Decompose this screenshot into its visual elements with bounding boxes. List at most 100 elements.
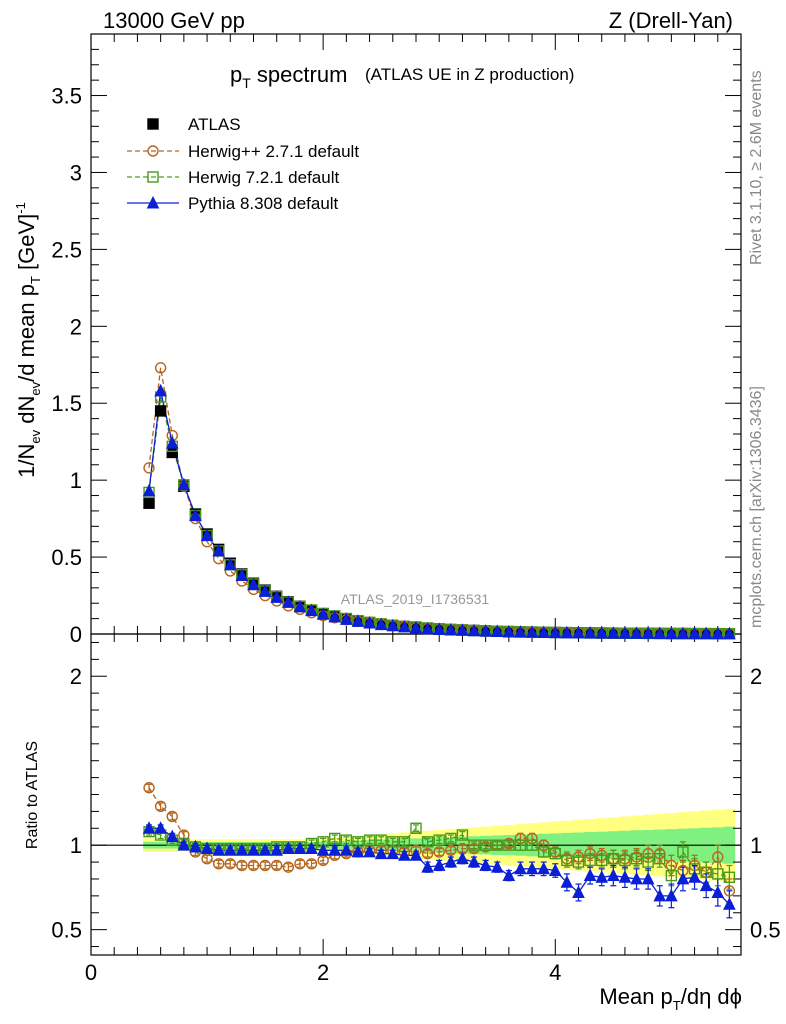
y-tick-label: 2 [70, 314, 82, 339]
y-tick-label: 0 [70, 622, 82, 647]
plot-title: pT spectrum [230, 62, 347, 91]
pythia-point [409, 620, 423, 634]
herwig7-ratio-point [468, 839, 480, 851]
atlas-point [154, 405, 167, 417]
herwig7-ratio-point [630, 853, 643, 865]
pythia-ratio-point [142, 821, 156, 834]
herwig7-ratio-point [584, 854, 596, 867]
pythia-ratio-point [723, 897, 736, 910]
y-tick-label: 1.5 [51, 391, 82, 416]
pythia-point [676, 626, 690, 640]
herwig7-ratio-point [572, 856, 585, 868]
pythia-point [665, 626, 678, 640]
pythia-ratio-point [398, 848, 411, 861]
legend-label: Herwig++ 2.7.1 default [188, 142, 359, 161]
pythia-ratio-point [595, 870, 609, 883]
pythia-ratio-point [165, 829, 179, 843]
ratio-panel-frame [90, 633, 742, 956]
herwig7-ratio-point [421, 836, 434, 848]
svg-text:1/Nev dNev/d mean pT [GeV]-1: 1/Nev dNev/d mean pT [GeV]-1 [13, 202, 43, 478]
herwig7-ratio-point [619, 854, 631, 867]
pythia-ratio-point [711, 885, 725, 898]
pythia-point [282, 595, 295, 608]
herwig7-ratio-point [677, 846, 689, 858]
herwig7-ratio-point [514, 839, 527, 851]
atlas-point [166, 446, 178, 459]
legend-label: Herwig 7.2.1 default [188, 168, 339, 187]
pythia-point [560, 625, 574, 639]
herwig7-ratio-point [700, 866, 712, 878]
pythia-point [595, 626, 609, 639]
pythia-ratio-point [212, 843, 225, 856]
pythia-ratio-point [282, 841, 295, 855]
plot-title-rest: spectrum [251, 62, 348, 87]
pythia-ratio-point [316, 843, 330, 856]
legend-label: Pythia 8.308 default [188, 194, 339, 213]
pythia-ratio-point [583, 868, 597, 882]
pythia-point [374, 617, 388, 631]
pythia-point [537, 625, 550, 638]
herwig7-ratio-point [712, 868, 724, 880]
plot-title-p: p [230, 62, 242, 87]
pythia-point [398, 619, 411, 633]
herwigpp-ratio-point [166, 810, 178, 823]
main-ylabel: 1/Nev dNev/d mean pT [GeV]-1 [13, 202, 43, 478]
pythia-point [653, 626, 667, 640]
x-tick-label: 2 [317, 960, 329, 985]
herwig7-ratio-point [607, 853, 620, 865]
x-axis-label: Mean pT/dη dϕ [599, 984, 742, 1013]
pythia-ratio-point [328, 843, 342, 856]
herwig7-ratio-point [526, 839, 538, 851]
herwigpp-ratio-point [282, 861, 295, 873]
ratio-y-tick-label-right: 2 [750, 664, 762, 689]
pythia-ratio-point [177, 838, 191, 851]
herwig7-ratio-point [456, 829, 469, 841]
pythia-ratio-point [479, 858, 492, 871]
x-tick-label: 4 [549, 960, 561, 985]
pythia-point [479, 624, 492, 637]
herwigpp-point [154, 362, 167, 374]
ratio-y-tick-label: 1 [70, 833, 82, 858]
pythia-point [699, 626, 713, 640]
herwigpp-ratio-point [433, 846, 445, 858]
pythia-ratio-point [189, 839, 202, 853]
herwig7-ratio-point [723, 871, 736, 883]
header-left: 13000 GeV pp [103, 8, 245, 33]
herwigpp-ratio-point [421, 847, 434, 860]
herwigpp-ratio-point [584, 847, 596, 860]
chart-marks [142, 362, 736, 919]
pythia-ratio-point [618, 870, 632, 883]
herwig7-ratio-point [503, 839, 515, 851]
pythia-point [641, 626, 655, 639]
pythia-ratio-point [653, 888, 667, 902]
pythia-ratio-point [676, 871, 690, 885]
rivet-label: Rivet 3.1.10, ≥ 2.6M events [748, 70, 765, 265]
pythia-point [235, 568, 249, 581]
herwigpp-ratio-point [712, 851, 724, 863]
pythia-ratio-point [490, 860, 504, 873]
herwigpp-ratio-point [247, 859, 260, 872]
pythia-ratio-point [630, 871, 643, 885]
herwig7-ratio-point [642, 856, 654, 868]
pythia-point [490, 624, 504, 637]
pythia-point [618, 626, 632, 639]
pythia-point [688, 626, 701, 640]
legend: ATLAS Herwig++ 2.7.1 default Herwig 7.2.1 … [127, 115, 359, 213]
pythia-point [711, 626, 725, 640]
herwig7-ratio-point [491, 839, 503, 851]
pythia-ratio-point [363, 844, 376, 858]
plot-subtitle: (ATLAS UE in Z production) [365, 65, 574, 84]
herwig7-ratio-point [561, 854, 573, 867]
pythia-ratio-point [200, 841, 214, 855]
pythia-point [467, 623, 481, 637]
pythia-ratio-point [305, 841, 318, 855]
herwigpp-ratio-point [224, 858, 236, 870]
pythia-ratio-point [351, 844, 365, 858]
herwigpp-ratio-point [514, 832, 527, 845]
herwigpp-ratio-point [259, 859, 271, 872]
pythia-ratio-point [409, 848, 423, 861]
pythia-point [189, 508, 202, 521]
pythia-ratio-point [572, 885, 585, 898]
herwig7-ratio-point [537, 846, 550, 858]
